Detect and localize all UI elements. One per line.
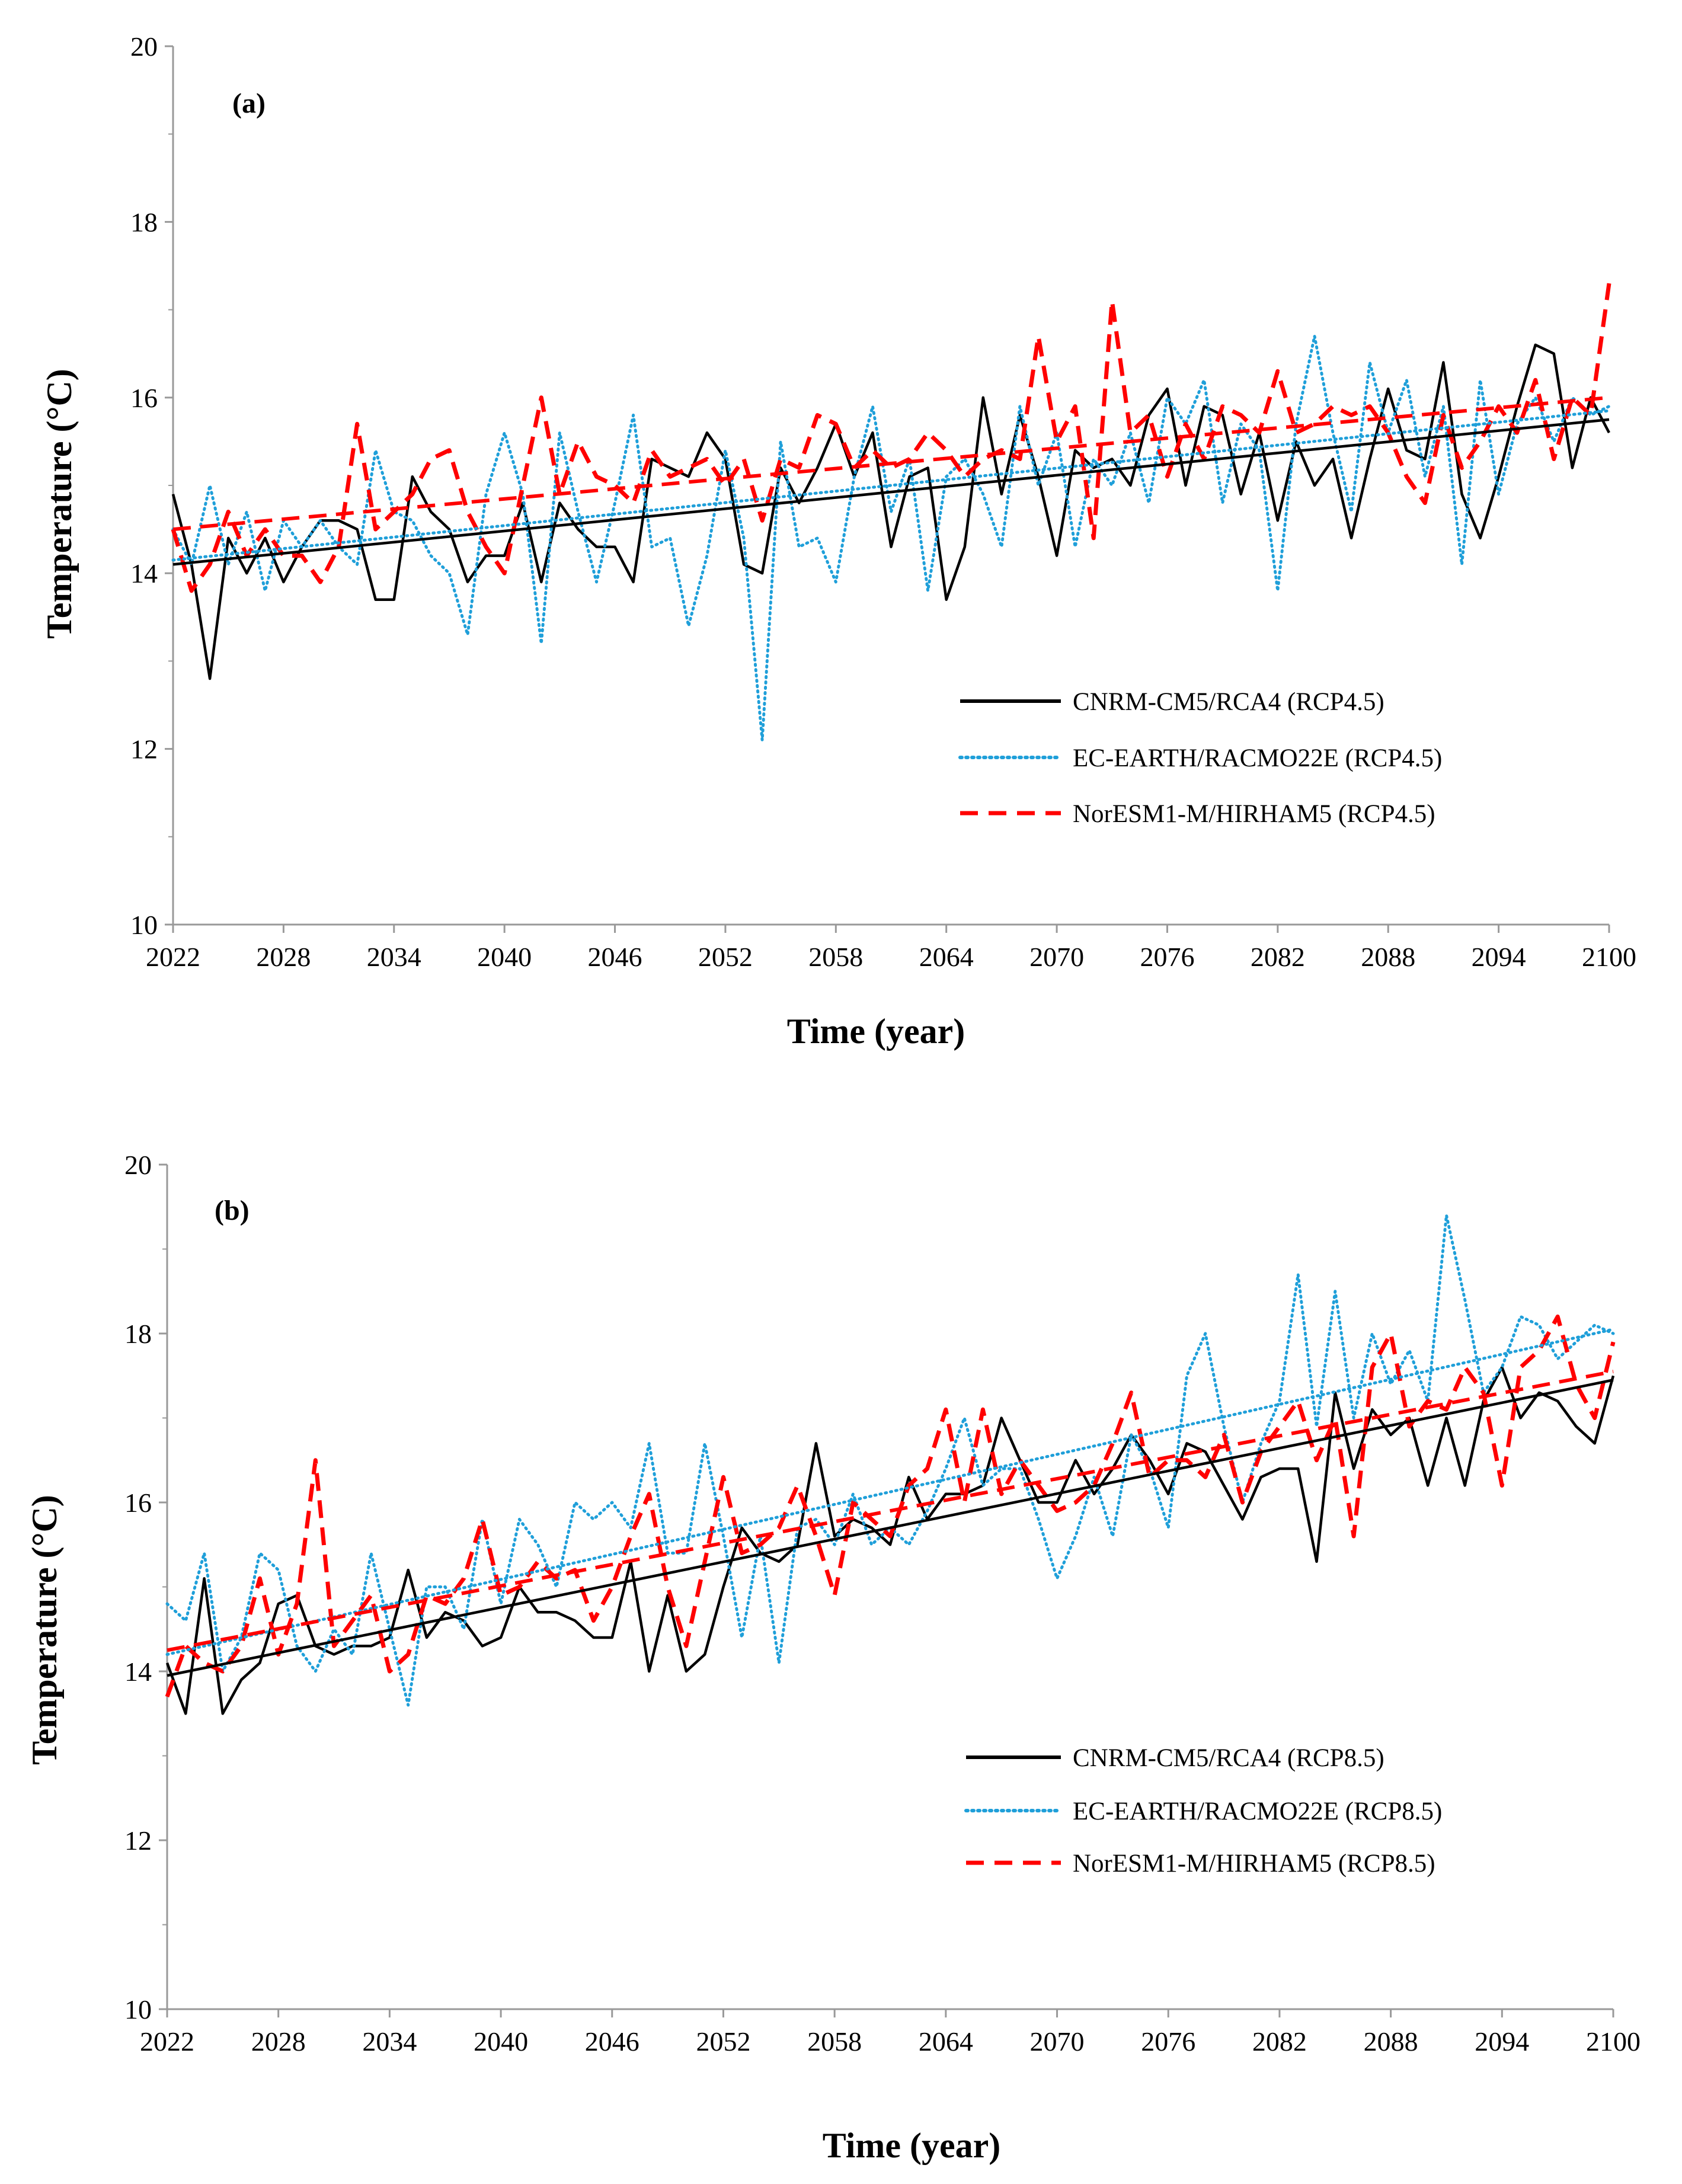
x-tick-label: 2022 <box>140 2026 194 2057</box>
x-tick-label: 2088 <box>1364 2026 1418 2057</box>
y-tick-label: 14 <box>130 558 158 589</box>
panel-a-ylabel: Temperature (°C) <box>40 369 79 639</box>
x-tick-label: 2076 <box>1141 2026 1195 2057</box>
x-tick-label: 2028 <box>251 2026 306 2057</box>
x-tick-label: 2040 <box>474 2026 528 2057</box>
x-tick-label: 2088 <box>1361 942 1415 972</box>
x-tick-label: 2046 <box>588 942 642 972</box>
trend-line-noresm1-m-hirham5-rcp8-5-trend <box>167 1370 1614 1652</box>
series-line-noresm1-m-hirham5-rcp4-5 <box>171 283 1611 593</box>
panel-b-xlabel: Time (year) <box>823 2126 1000 2165</box>
panel-b-legend: CNRM-CM5/RCA4 (RCP8.5) EC-EARTH/RACMO22E… <box>964 1744 1442 1878</box>
x-tick-label: 2070 <box>1030 2026 1085 2057</box>
y-tick-label: 18 <box>130 207 158 237</box>
trend-line-cnrm-cm5-rca4-rcp4-5-trend <box>172 418 1610 566</box>
x-tick-label: 2034 <box>362 2026 417 2057</box>
y-tick-label: 20 <box>130 31 158 62</box>
trend-line-ec-earth-racmo22e-rcp4-5-trend <box>171 409 1611 562</box>
trend-line-ec-earth-racmo22e-rcp8-5-trend <box>165 1328 1615 1656</box>
x-tick-label: 2076 <box>1140 942 1194 972</box>
legend-label-noresm-b: NorESM1-M/HIRHAM5 (RCP8.5) <box>1073 1850 1435 1878</box>
legend-label-cnrm-b: CNRM-CM5/RCA4 (RCP8.5) <box>1073 1744 1384 1772</box>
panel-b-label: (b) <box>215 1195 250 1226</box>
y-tick-label: 12 <box>124 1825 152 1856</box>
y-tick-label: 16 <box>124 1488 152 1518</box>
x-tick-label: 2028 <box>256 942 311 972</box>
x-tick-label: 2094 <box>1475 2026 1529 2057</box>
x-tick-label: 2082 <box>1251 942 1305 972</box>
y-tick-label: 10 <box>130 910 158 940</box>
legend-label-ecearth-b: EC-EARTH/RACMO22E (RCP8.5) <box>1073 1798 1442 1825</box>
y-tick-label: 18 <box>124 1319 152 1349</box>
panel-b-ylabel: Temperature (°C) <box>25 1495 64 1765</box>
series-line-cnrm-cm5-rca4-rcp4-5 <box>171 343 1610 680</box>
panel-a-plot-area: 10 12 14 16 18 20 2022 2028 2034 2040 2046 2052 2058… <box>130 31 1636 972</box>
x-tick-label: 2052 <box>698 942 753 972</box>
legend-label-noresm-a: NorESM1-M/HIRHAM5 (RCP4.5) <box>1073 800 1435 828</box>
legend-label-cnrm-a: CNRM-CM5/RCA4 (RCP4.5) <box>1073 688 1384 716</box>
x-tick-label: 2094 <box>1472 942 1526 972</box>
x-tick-label: 2058 <box>807 2026 862 2057</box>
series-line-noresm1-m-hirham5-rcp8-5 <box>165 1315 1616 1698</box>
x-tick-label: 2064 <box>919 2026 973 2057</box>
x-tick-label: 2052 <box>696 2026 750 2057</box>
y-tick-label: 16 <box>130 383 158 413</box>
y-tick-label: 12 <box>130 734 158 765</box>
series-line-ec-earth-racmo22e-rcp4-5 <box>171 334 1611 742</box>
series-line-cnrm-cm5-rca4-rcp8-5 <box>165 1366 1615 1715</box>
y-tick-label: 14 <box>124 1657 152 1687</box>
x-tick-label: 2034 <box>367 942 421 972</box>
x-tick-label: 2100 <box>1582 942 1636 972</box>
panel-a-legend: CNRM-CM5/RCA4 (RCP4.5) EC-EARTH/RACMO22E… <box>958 688 1442 828</box>
x-tick-label: 2082 <box>1252 2026 1307 2057</box>
x-tick-label: 2058 <box>808 942 863 972</box>
y-tick-label: 20 <box>124 1150 152 1180</box>
panel-a-xlabel: Time (year) <box>787 1012 965 1051</box>
x-tick-label: 2100 <box>1586 2026 1641 2057</box>
panel-a-label: (a) <box>232 88 266 119</box>
trend-line-noresm1-m-hirham5-rcp4-5-trend <box>172 395 1610 532</box>
panel-a: (a) Temperature (°C) Time (year) 1012141… <box>40 31 1636 1051</box>
legend-label-ecearth-a: EC-EARTH/RACMO22E (RCP4.5) <box>1073 744 1442 772</box>
x-tick-label: 2022 <box>146 942 200 972</box>
x-tick-label: 2064 <box>919 942 974 972</box>
panel-b: (b) Temperature (°C) Time (year) 1012141… <box>25 1150 1641 2165</box>
y-tick-label: 10 <box>124 1994 152 2025</box>
x-tick-label: 2070 <box>1029 942 1084 972</box>
trend-line-cnrm-cm5-rca4-rcp8-5-trend <box>167 1379 1614 1677</box>
panel-b-plot-area: 10 12 14 16 18 20 2022 2028 2034 2040 2046 2052 2058… <box>124 1150 1641 2057</box>
x-tick-label: 2046 <box>585 2026 639 2057</box>
x-tick-label: 2040 <box>477 942 532 972</box>
